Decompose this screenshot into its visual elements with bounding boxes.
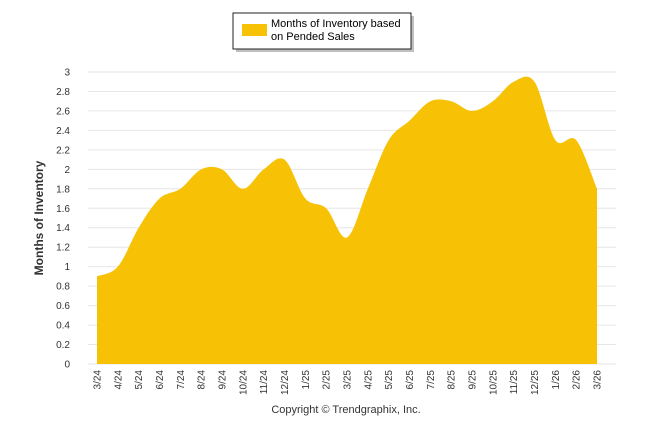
area-fill — [97, 76, 597, 364]
x-tick-label: 2/25 — [322, 370, 333, 390]
data-point[interactable] — [532, 79, 538, 85]
copyright-text: Copyright © Trendgraphix, Inc. — [271, 404, 420, 416]
data-point[interactable] — [448, 98, 454, 104]
legend[interactable]: Months of Inventory based on Pended Sale… — [232, 12, 414, 52]
y-tick-label: 2 — [64, 165, 70, 176]
x-tick-label: 4/24 — [113, 370, 124, 390]
x-tick-labels: 3/24 4/24 5/24 6/24 7/24 8/24 9/24 10/24 11/24 12… — [93, 370, 604, 395]
x-tick-label: 9/25 — [468, 370, 479, 390]
y-tick-label: 1.2 — [56, 243, 70, 254]
data-point[interactable] — [240, 186, 246, 192]
data-point[interactable] — [282, 157, 288, 163]
x-tick-label: 7/25 — [426, 370, 437, 390]
x-tick-label: 12/24 — [280, 370, 291, 395]
data-point[interactable] — [552, 137, 558, 143]
y-tick-label: 0.6 — [56, 301, 70, 312]
data-point[interactable] — [136, 225, 142, 231]
x-tick-label: 10/25 — [488, 370, 499, 395]
data-point[interactable] — [427, 98, 433, 104]
y-tick-label: 1.4 — [56, 223, 70, 234]
x-tick-label: 4/25 — [363, 370, 374, 390]
x-tick-label: 9/24 — [218, 370, 229, 390]
data-point[interactable] — [177, 186, 183, 192]
data-point[interactable] — [94, 273, 100, 279]
y-tick-label: 1 — [64, 262, 70, 273]
y-tick-label: 2.2 — [56, 145, 70, 156]
x-tick-label: 3/26 — [593, 370, 604, 390]
x-tick-label: 5/25 — [384, 370, 395, 390]
x-tick-label: 8/24 — [197, 370, 208, 390]
y-tick-label: 2.8 — [56, 87, 70, 98]
data-point[interactable] — [344, 234, 350, 240]
data-point[interactable] — [469, 108, 475, 114]
data-point[interactable] — [386, 137, 392, 143]
y-tick-label: 0.2 — [56, 340, 70, 351]
data-point[interactable] — [365, 186, 371, 192]
x-tick-label: 5/24 — [134, 370, 145, 390]
x-tick-label: 11/24 — [259, 370, 270, 395]
x-tick-label: 6/24 — [155, 370, 166, 390]
y-axis-title: Months of Inventory — [32, 160, 46, 275]
data-point[interactable] — [302, 196, 308, 202]
x-tick-label: 10/24 — [238, 370, 249, 395]
data-point[interactable] — [261, 166, 267, 172]
x-tick-label: 3/25 — [343, 370, 354, 390]
x-tick-label: 1/26 — [551, 370, 562, 390]
data-point[interactable] — [407, 118, 413, 124]
x-tick-label: 2/26 — [572, 370, 583, 390]
y-tick-label: 1.6 — [56, 204, 70, 215]
y-tick-label: 3 — [64, 68, 70, 79]
area-series — [94, 76, 600, 364]
y-tick-label: 0.4 — [56, 321, 70, 332]
data-point[interactable] — [115, 264, 121, 270]
y-tick-label: 1.8 — [56, 184, 70, 195]
x-tick-label: 12/25 — [530, 370, 541, 395]
data-point[interactable] — [511, 79, 517, 85]
y-tick-label: 0.8 — [56, 282, 70, 293]
data-point[interactable] — [323, 205, 329, 211]
x-tick-label: 8/25 — [447, 370, 458, 390]
data-point[interactable] — [198, 166, 204, 172]
x-tick-label: 6/25 — [405, 370, 416, 390]
data-point[interactable] — [594, 186, 600, 192]
y-tick-label: 0 — [64, 360, 70, 371]
y-tick-label: 2.6 — [56, 106, 70, 117]
x-tick-label: 1/25 — [301, 370, 312, 390]
legend-label-line2: on Pended Sales — [271, 31, 355, 43]
data-point[interactable] — [573, 137, 579, 143]
x-tick-label: 3/24 — [93, 370, 104, 390]
y-tick-labels: 0 0.2 0.4 0.6 0.8 1 1.2 1.4 1.6 1.8 2 2.2 2.4 2.6 2.8 3 — [56, 68, 70, 371]
x-tick-label: 11/25 — [509, 370, 520, 395]
y-tick-label: 2.4 — [56, 126, 70, 137]
x-tick-label: 7/24 — [176, 370, 187, 390]
data-point[interactable] — [219, 166, 225, 172]
data-point[interactable] — [490, 98, 496, 104]
data-point[interactable] — [157, 196, 163, 202]
legend-label-line1: Months of Inventory based — [271, 18, 401, 30]
legend-swatch — [242, 24, 267, 36]
